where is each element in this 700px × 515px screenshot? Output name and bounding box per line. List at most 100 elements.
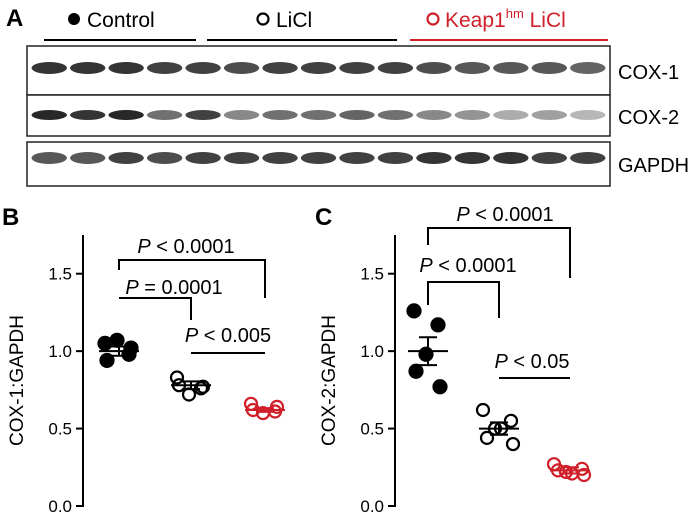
blot-band xyxy=(493,110,529,120)
blot-band xyxy=(377,152,414,164)
blot-band xyxy=(185,110,221,120)
blot-band xyxy=(416,152,452,164)
panel-c-label: C xyxy=(315,204,332,231)
blot-band xyxy=(300,62,337,74)
y-tick-label: 0.5 xyxy=(48,420,72,439)
blot-band xyxy=(531,62,567,74)
blot-band xyxy=(377,110,414,120)
sem-error-bar xyxy=(182,380,200,391)
data-point xyxy=(475,402,491,418)
y-axis-label: COX-1:GAPDH xyxy=(7,315,28,446)
blot-band xyxy=(262,110,298,120)
data-point xyxy=(169,370,185,385)
blot-band xyxy=(300,152,337,164)
p-value-label: P < 0.0001 xyxy=(456,204,553,226)
sem-error-bar xyxy=(110,345,128,357)
blot-band xyxy=(339,110,375,120)
blot-band xyxy=(570,110,606,120)
blot-band xyxy=(416,110,452,120)
p-value-label: P < 0.05 xyxy=(494,351,569,373)
blot-band xyxy=(262,152,298,164)
blot-band xyxy=(454,152,491,164)
y-tick-label: 1.0 xyxy=(48,342,72,361)
blot-band xyxy=(185,62,221,74)
p-value-label: P < 0.0001 xyxy=(419,255,516,277)
blot-band xyxy=(339,62,375,74)
blot-band xyxy=(185,152,221,164)
blot-band xyxy=(416,62,452,74)
blot-band xyxy=(108,62,144,74)
blot-band xyxy=(223,110,260,120)
blot-band xyxy=(223,152,260,164)
significance-bracket xyxy=(427,281,500,318)
blot-band xyxy=(108,152,144,164)
data-point xyxy=(181,387,197,402)
significance-bracket xyxy=(119,297,192,320)
blot-band xyxy=(146,152,183,164)
data-point xyxy=(406,303,422,319)
y-tick-label: 1.5 xyxy=(360,265,384,284)
blot-band xyxy=(146,62,183,74)
chart-c: 0.0 0.5 1.0 1.5 COX-2:GAPDH P < 0.0001 P < 0.0… xyxy=(319,204,592,515)
group-label-control: Control xyxy=(87,9,155,32)
p-value-label: P < 0.005 xyxy=(185,325,271,347)
keap1-licl-marker-icon xyxy=(426,12,440,26)
data-point xyxy=(505,436,521,452)
y-tick-label: 1.5 xyxy=(48,265,72,284)
panel-b-label: B xyxy=(2,204,19,231)
sem-error-bar xyxy=(490,421,508,436)
sem-error-bar xyxy=(561,466,579,475)
blot-band xyxy=(570,152,606,164)
blot-band xyxy=(531,110,567,120)
blot-band xyxy=(454,62,491,74)
data-point xyxy=(432,379,448,395)
significance-bracket xyxy=(427,227,571,278)
data-point xyxy=(418,346,434,362)
blot-band xyxy=(223,62,260,74)
blot-band xyxy=(146,110,183,120)
data-point xyxy=(479,430,495,445)
data-point xyxy=(123,340,139,356)
blot-band xyxy=(454,110,491,120)
group-label-keap1-licl: Keap1hm LiCl xyxy=(445,6,566,32)
blot-band xyxy=(70,152,106,164)
y-tick-label: 1.0 xyxy=(360,342,384,361)
p-value-label: P < 0.0001 xyxy=(137,236,234,258)
blot-band xyxy=(493,152,529,164)
data-point xyxy=(99,352,115,369)
blot-band xyxy=(493,62,529,74)
group-label-licl: LiCl xyxy=(276,9,312,32)
blot-band xyxy=(31,152,67,164)
blot-band xyxy=(570,62,606,74)
blot-band xyxy=(31,62,67,74)
data-point xyxy=(269,399,285,414)
data-point xyxy=(430,317,446,333)
blot-band xyxy=(339,152,375,164)
blot-band xyxy=(262,62,298,74)
panel-a: A Control LiCl Keap1hm LiCl COX-1 COX-2 … xyxy=(6,5,689,187)
sem-error-bar xyxy=(256,407,274,413)
control-marker-icon xyxy=(68,13,80,25)
data-point xyxy=(558,464,574,480)
y-tick-label: 0.5 xyxy=(360,420,384,439)
blot-band xyxy=(531,152,567,164)
data-point xyxy=(195,379,211,394)
data-point xyxy=(109,332,125,348)
blot-band xyxy=(70,110,106,120)
significance-bracket xyxy=(118,259,266,298)
blot-label-cox1: COX-1 xyxy=(618,62,679,84)
licl-marker-icon xyxy=(256,12,270,26)
sem-error-bar xyxy=(419,336,437,367)
blot-label-cox2: COX-2 xyxy=(618,107,679,129)
data-point xyxy=(408,363,424,379)
blot-bands xyxy=(31,62,606,164)
blot-label-gapdh: GAPDH xyxy=(618,155,689,177)
panel-a-label: A xyxy=(6,5,23,32)
blot-band xyxy=(377,62,414,74)
blot-band xyxy=(300,110,337,120)
chart-b: 0.0 0.5 1.0 1.5 COX-1:GAPDH P < 0.0001 P = 0.0… xyxy=(7,235,285,515)
blot-band xyxy=(108,110,144,120)
blot-band xyxy=(70,62,106,74)
y-tick-label: 0.0 xyxy=(360,497,384,515)
